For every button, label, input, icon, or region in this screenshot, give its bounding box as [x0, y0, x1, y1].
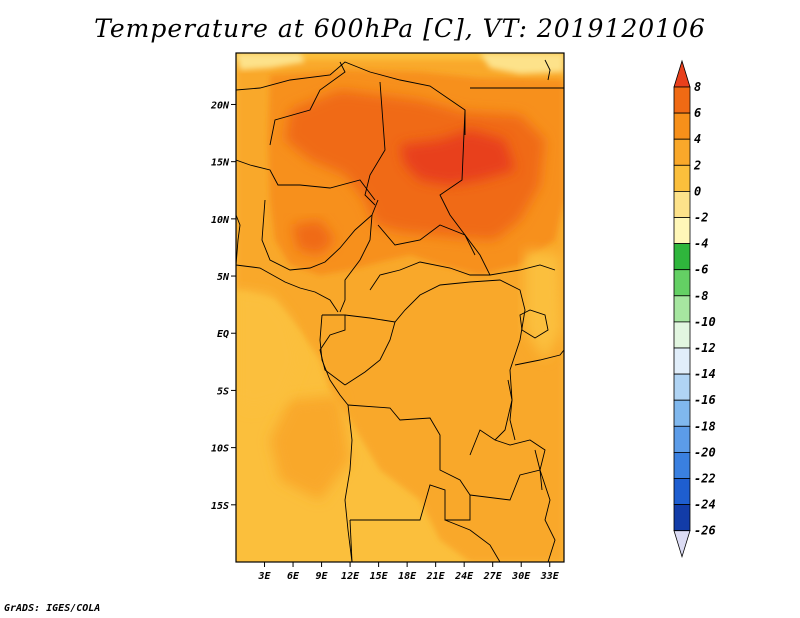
longitude-axis: 3E 6E 9E 12E 15E 18E 21E 24E 27E 30E 33E [257, 562, 560, 582]
colorbar-segment [673, 190, 691, 218]
lat-tick-label: 15S [211, 501, 229, 512]
border-south-sudan [489, 264, 556, 276]
border-libya-chad [269, 61, 346, 146]
colorbar-label: -2 [694, 211, 708, 225]
border-niger-chad [364, 81, 386, 206]
lat-tick-label: 5S [217, 386, 229, 397]
lon-tick-label: 3E [257, 571, 271, 582]
colorbar-label: -8 [694, 289, 708, 303]
colorbar-segment [673, 112, 691, 140]
colorbar-segment [673, 138, 691, 166]
colorbar-label: -26 [694, 524, 716, 538]
colorbar-label: -22 [694, 472, 716, 486]
colorbar-label: 8 [694, 80, 701, 94]
border-nigeria [261, 199, 379, 271]
lon-tick-label: 15E [370, 571, 389, 582]
latitude-axis: 20N 15N 10N 5N EQ 5S 10S 15S [210, 100, 236, 512]
colorbar-label: 2 [693, 158, 701, 172]
border-mozambique [539, 469, 556, 562]
colorbar-label: -6 [694, 263, 708, 277]
border-zambia [469, 429, 546, 501]
chart-title: Temperature at 600hPa [C], VT: 201912010… [94, 14, 706, 43]
colorbar-top-arrow [673, 59, 691, 88]
colorbar-segment [673, 295, 691, 323]
colorbar-segment [673, 86, 691, 114]
lon-tick-label: 21E [426, 571, 446, 582]
border-congo-river [344, 279, 526, 441]
lon-tick-label: 27E [483, 571, 503, 582]
colorbar-segment [673, 373, 691, 401]
lake-victoria [519, 309, 549, 339]
colorbar-segment [673, 504, 691, 532]
lake-tanganyika [507, 379, 516, 441]
lat-tick-label: 5N [217, 272, 230, 283]
lon-tick-label: 30E [511, 571, 531, 582]
colorbar-label: -18 [694, 419, 716, 433]
lon-tick-label: 6E [287, 571, 300, 582]
field-band-0-2-coast [236, 290, 300, 410]
colorbar-label: 6 [694, 106, 701, 120]
colorbar-segment [673, 399, 691, 427]
grads-credit: GrADS: IGES/COLA [4, 603, 101, 614]
colorbar-segment [673, 164, 691, 192]
coastline-west-africa [236, 214, 339, 313]
country-borders [236, 59, 564, 562]
colorbar-segment [673, 243, 691, 271]
lon-tick-label: 18E [398, 571, 417, 582]
field-band-2-4-southwest [270, 395, 350, 500]
colorbar-label: -16 [694, 393, 716, 407]
temperature-field [236, 53, 564, 562]
field-band-6-8-nigeria [292, 220, 335, 255]
lat-tick-label: 15N [211, 158, 230, 169]
colorbar-label: -12 [694, 341, 716, 355]
map-frame [235, 52, 565, 563]
border-chad-sudan [439, 109, 476, 256]
colorbar-segment [673, 478, 691, 506]
border-namibia [349, 519, 353, 562]
lat-tick-label: EQ [217, 329, 229, 340]
colorbar-segment [673, 451, 691, 479]
colorbar-segment [673, 321, 691, 349]
field-band-8-plus [400, 130, 515, 185]
colorbar-label: 4 [694, 132, 701, 146]
border-gabon-congo [319, 314, 346, 386]
lake-malawi [534, 449, 543, 491]
coastline-east-africa [544, 59, 551, 81]
border-west-sahel [236, 159, 376, 201]
colorbar-bottom-arrow [673, 530, 691, 559]
lon-tick-label: 24E [454, 571, 474, 582]
colorbar-segment [673, 425, 691, 453]
lat-tick-label: 20N [210, 100, 230, 111]
colorbar-label: -14 [694, 367, 716, 381]
border-botswana [444, 519, 501, 562]
border-drc-west [344, 321, 396, 386]
field-band-cool-north [236, 53, 305, 70]
colorbar-label: -4 [694, 237, 708, 251]
lon-tick-label: 9E [316, 571, 329, 582]
colorbar-label: -20 [694, 445, 716, 459]
colorbar-segment [673, 217, 691, 245]
colorbar-label: -24 [694, 498, 716, 512]
colorbar-segment [673, 269, 691, 297]
lon-tick-label: 12E [341, 571, 360, 582]
colorbar-segment [673, 347, 691, 375]
border-sahara-north [236, 61, 466, 135]
lat-tick-label: 10S [211, 444, 229, 455]
lat-tick-label: 10N [211, 215, 230, 226]
border-tanzania [514, 349, 564, 366]
colorbar-label: 0 [694, 184, 701, 198]
colorbar-label: -10 [694, 315, 716, 329]
field-band-cool-northeast [480, 53, 564, 74]
field-band-cool-east [525, 250, 562, 360]
border-angola [347, 404, 471, 521]
colorbar: 8 6 4 2 0 -2 -4 -6 -8 -10 -12 -14 -16 -18 -20 -22 -24 -26 [673, 59, 716, 559]
coastline-gulf-guinea [319, 314, 353, 562]
border-cameroon [339, 214, 373, 313]
lon-tick-label: 33E [540, 571, 560, 582]
